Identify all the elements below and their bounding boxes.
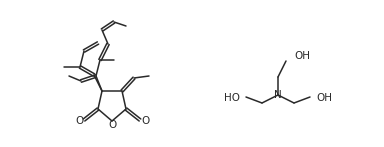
Text: N: N xyxy=(274,90,282,100)
Text: O: O xyxy=(75,116,83,126)
Text: OH: OH xyxy=(316,93,332,103)
Text: HO: HO xyxy=(224,93,240,103)
Text: OH: OH xyxy=(294,51,310,61)
Text: O: O xyxy=(141,116,149,126)
Text: O: O xyxy=(108,120,116,130)
